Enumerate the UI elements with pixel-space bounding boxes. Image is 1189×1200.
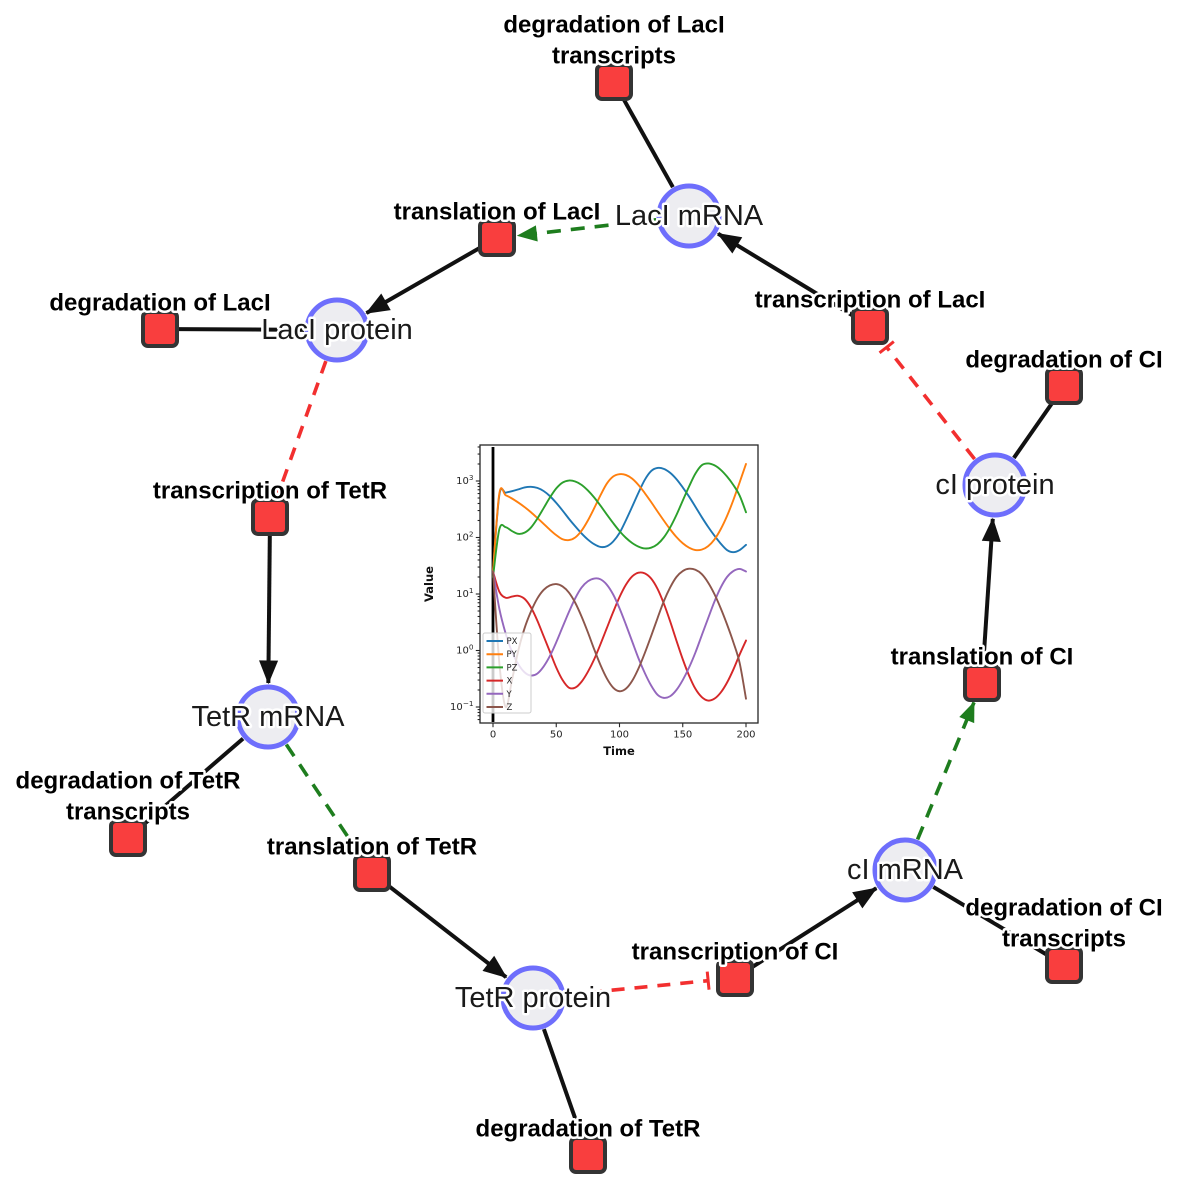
reaction-label-deg-ci-tx: degradation of CI transcripts bbox=[965, 895, 1162, 953]
reaction-node-deg-ci-tx[interactable] bbox=[1045, 946, 1083, 984]
edge-laci-mrna-deg-laci-tx bbox=[621, 97, 675, 189]
species-label-ci-protein: cI protein bbox=[935, 469, 1054, 501]
edge-ci-mrna-transl-ci bbox=[915, 701, 976, 841]
reaction-node-transl-laci[interactable] bbox=[478, 219, 516, 257]
edge-tetr-protein-deg-tetr bbox=[542, 1028, 584, 1138]
edge-transl-ci-ci-protein bbox=[981, 517, 1001, 665]
x-axis-title: Time bbox=[603, 744, 635, 758]
y-tick-label: 101 bbox=[456, 586, 473, 600]
species-label-tetr-protein: TetR protein bbox=[455, 982, 611, 1014]
reaction-node-deg-laci[interactable] bbox=[141, 310, 179, 348]
reaction-node-transl-ci[interactable] bbox=[963, 664, 1001, 702]
reaction-label-txn-tetr: transcription of TetR bbox=[153, 478, 387, 505]
edge-ci-protein-txn-laci bbox=[878, 340, 977, 461]
x-tick-label: 0 bbox=[490, 730, 496, 741]
edge-tetr-mrna-deg-tetr-tx bbox=[141, 737, 245, 828]
reaction-label-deg-tetr-tx: degradation of TetR transcripts bbox=[16, 768, 241, 826]
y-tick-label: 103 bbox=[456, 473, 474, 487]
species-label-ci-mrna: cI mRNA bbox=[847, 854, 964, 886]
edge-txn-tetr-tetr-mrna bbox=[259, 535, 279, 685]
series-line-pz bbox=[492, 462, 747, 578]
reaction-label-transl-ci: translation of CI bbox=[891, 644, 1074, 671]
series-line-x bbox=[492, 570, 747, 702]
legend-label-px: PX bbox=[507, 637, 518, 647]
reaction-label-txn-ci: transcription of CI bbox=[632, 939, 839, 966]
reaction-node-transl-tetr[interactable] bbox=[353, 854, 391, 892]
legend: PX PY PZ XYZ bbox=[482, 632, 532, 714]
reaction-node-deg-ci[interactable] bbox=[1045, 367, 1083, 405]
series-line-px bbox=[492, 466, 747, 573]
legend-label-x: X bbox=[507, 677, 513, 687]
edge-ci-mrna-deg-ci-tx bbox=[932, 885, 1049, 957]
reaction-label-transl-tetr: translation of TetR bbox=[267, 834, 477, 861]
species-node-tetr-mrna[interactable] bbox=[235, 684, 301, 750]
x-tick-label: 50 bbox=[550, 730, 563, 741]
reaction-node-txn-ci[interactable] bbox=[716, 959, 754, 997]
legend-label-py: PY bbox=[507, 650, 518, 660]
reaction-node-txn-laci[interactable] bbox=[851, 307, 889, 345]
y-tick-label: 100 bbox=[456, 643, 474, 657]
species-label-tetr-mrna: TetR mRNA bbox=[191, 701, 345, 733]
reaction-node-deg-laci-tx[interactable] bbox=[595, 63, 633, 101]
reaction-node-deg-tetr-tx[interactable] bbox=[109, 819, 147, 857]
series-line-z bbox=[492, 567, 747, 708]
series-line-y bbox=[492, 567, 747, 699]
edge-txn-laci-laci-mrna bbox=[716, 231, 855, 318]
edge-laci-protein-txn-tetr bbox=[270, 360, 328, 497]
species-node-laci-protein[interactable] bbox=[304, 297, 370, 363]
reaction-label-transl-laci: translation of LacI bbox=[394, 199, 601, 226]
legend-label-pz: PZ bbox=[507, 663, 518, 673]
reaction-label-deg-ci: degradation of CI bbox=[965, 347, 1162, 374]
species-node-tetr-protein[interactable] bbox=[500, 965, 566, 1031]
edge-laci-protein-deg-laci bbox=[178, 327, 305, 332]
species-node-ci-protein[interactable] bbox=[962, 452, 1028, 518]
edge-txn-ci-ci-mrna bbox=[749, 886, 878, 970]
legend-label-y: Y bbox=[506, 690, 513, 700]
edge-transl-laci-laci-protein bbox=[365, 245, 482, 315]
simulation-plot: 10−1 100 101 102 103 0 50 100 150 200 PX PY PZ XYZ Ti… bbox=[423, 444, 759, 758]
series-line-py bbox=[492, 463, 747, 573]
reaction-label-deg-laci: degradation of LacI bbox=[49, 290, 270, 317]
x-tick-label: 200 bbox=[736, 730, 755, 741]
legend-label-z: Z bbox=[507, 703, 513, 713]
reaction-node-txn-tetr[interactable] bbox=[251, 498, 289, 536]
y-tick-label: 10−1 bbox=[450, 699, 474, 713]
reaction-node-deg-tetr[interactable] bbox=[569, 1136, 607, 1174]
species-node-laci-mrna[interactable] bbox=[656, 183, 722, 249]
y-tick-label: 102 bbox=[456, 530, 473, 544]
edge-ci-protein-deg-ci bbox=[1012, 400, 1055, 460]
reaction-label-deg-tetr: degradation of TetR bbox=[476, 1116, 701, 1143]
x-tick-label: 100 bbox=[610, 730, 629, 741]
reaction-label-txn-laci: transcription of LacI bbox=[755, 287, 986, 314]
edge-transl-tetr-tetr-protein bbox=[385, 883, 508, 979]
reaction-label-deg-laci-tx: degradation of LacI transcripts bbox=[503, 12, 724, 70]
species-label-laci-protein: LacI protein bbox=[261, 314, 413, 346]
species-node-ci-mrna[interactable] bbox=[872, 837, 938, 903]
species-label-laci-mrna: LacI mRNA bbox=[615, 200, 764, 232]
y-axis-title: Value bbox=[423, 566, 436, 602]
x-tick-label: 150 bbox=[673, 730, 692, 741]
edge-tetr-protein-txn-ci bbox=[565, 971, 711, 997]
